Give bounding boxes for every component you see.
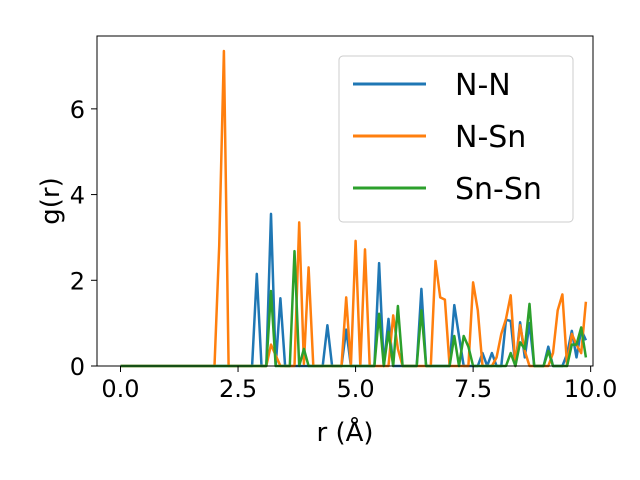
y-axis: 0 2 4 6 — [70, 96, 97, 381]
plot-frame — [96, 35, 594, 367]
legend: N-N N-Sn Sn-Sn — [338, 55, 574, 223]
x-tick-label: 2.5 — [219, 375, 257, 403]
x-axis: 0.0 2.5 5.0 7.5 10.0 — [101, 366, 617, 403]
legend-label-n-n: N-N — [455, 68, 511, 103]
y-tick-label: 2 — [70, 267, 85, 295]
legend-label-n-sn: N-Sn — [455, 120, 526, 155]
x-axis-label: r (Å) — [316, 416, 373, 448]
x-tick-label: 10.0 — [564, 375, 617, 403]
x-tick-label: 5.0 — [336, 375, 374, 403]
x-tick-label: 7.5 — [454, 375, 492, 403]
y-tick-label: 0 — [70, 353, 85, 381]
legend-label-sn-sn: Sn-Sn — [455, 172, 542, 207]
x-tick-label: 0.0 — [101, 375, 139, 403]
legend-box — [338, 55, 574, 223]
y-tick-label: 6 — [70, 96, 85, 124]
y-tick-label: 4 — [70, 182, 85, 210]
y-axis-label: g(r) — [36, 177, 66, 224]
